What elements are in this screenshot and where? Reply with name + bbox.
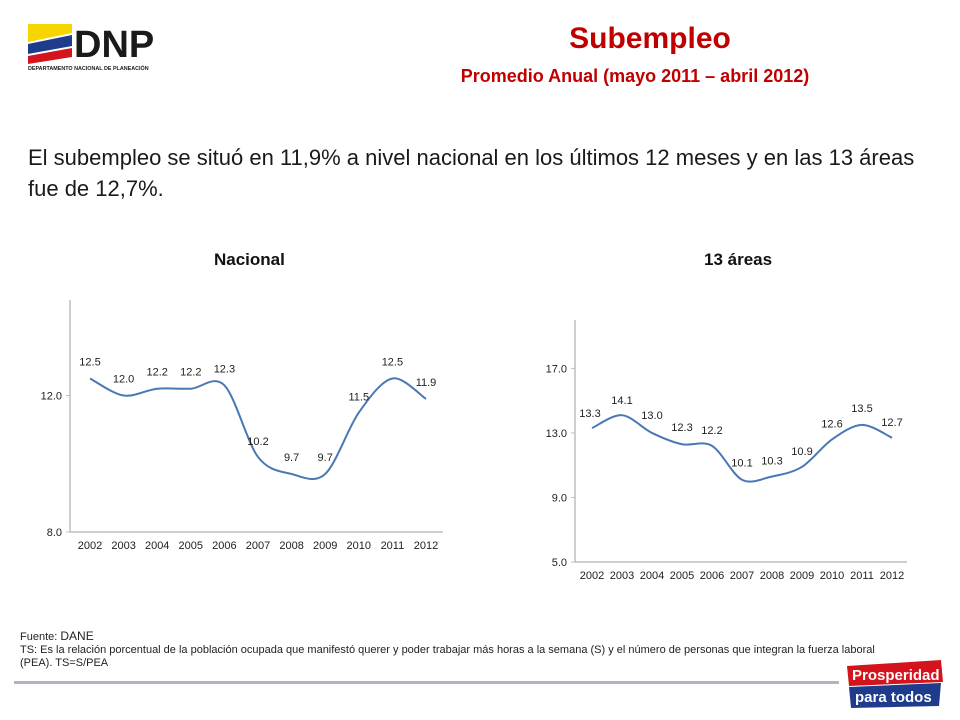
- definition-note: TS: Es la relación porcentual de la pobl…: [20, 644, 875, 669]
- flag-yellow-band: [28, 24, 72, 42]
- logo-text: DNP: [74, 24, 154, 66]
- nacional-data-label: 10.2: [247, 436, 268, 448]
- areas-data-label: 13.5: [851, 403, 872, 415]
- nacional-x-tick-label: 2007: [246, 540, 270, 552]
- nacional-data-label: 12.5: [382, 356, 403, 368]
- areas-x-tick-label: 2008: [760, 570, 784, 582]
- nacional-y-tick-label: 8.0: [47, 527, 62, 539]
- areas-y-tick-label: 17.0: [546, 363, 567, 375]
- nacional-x-tick-label: 2006: [212, 540, 236, 552]
- nacional-data-label: 11.5: [349, 392, 370, 404]
- areas-data-label: 12.3: [671, 422, 692, 434]
- nacional-x-tick-label: 2011: [381, 540, 405, 552]
- chart-title-nacional: Nacional: [214, 250, 285, 269]
- areas-y-tick-label: 9.0: [552, 492, 567, 504]
- areas-x-tick-label: 2005: [670, 570, 694, 582]
- nacional-data-label: 12.3: [214, 363, 235, 375]
- brand-line-1: Prosperidad: [852, 667, 940, 684]
- nacional-data-label: 9.7: [284, 452, 299, 464]
- areas-y-tick-label: 13.0: [546, 428, 567, 440]
- areas-data-label: 14.1: [611, 395, 632, 407]
- nacional-data-label: 9.7: [318, 452, 333, 464]
- brand-banner-top: [847, 660, 943, 686]
- areas-x-tick-label: 2010: [820, 570, 844, 582]
- nacional-x-tick-label: 2008: [279, 540, 303, 552]
- nacional-data-label: 12.5: [79, 356, 100, 368]
- page-title: Subempleo: [569, 22, 731, 55]
- areas-x-tick-label: 2006: [700, 570, 724, 582]
- flag-blue-band: [28, 35, 72, 54]
- areas-x-tick-label: 2004: [640, 570, 664, 582]
- nacional-series-line: [89, 377, 427, 481]
- areas-x-tick-label: 2011: [850, 570, 874, 582]
- areas-data-label: 12.6: [821, 418, 842, 430]
- areas-x-tick-label: 2002: [580, 570, 604, 582]
- nacional-data-label: 12.0: [113, 374, 134, 386]
- nacional-x-tick-label: 2012: [414, 540, 438, 552]
- prosperidad-para-todos-logo: Prosperidad para todos: [847, 660, 943, 708]
- nacional-y-tick-label: 12.0: [41, 391, 62, 403]
- nacional-x-tick-label: 2002: [78, 540, 102, 552]
- nacional-data-label: 12.2: [180, 367, 201, 379]
- areas-x-tick-label: 2007: [730, 570, 754, 582]
- areas-data-label: 13.3: [579, 408, 600, 420]
- page-subtitle: Promedio Anual (mayo 2011 – abril 2012): [460, 66, 810, 86]
- areas-data-label: 10.3: [761, 455, 782, 467]
- nacional-x-tick-label: 2005: [179, 540, 203, 552]
- areas-data-label: 13.0: [641, 410, 662, 422]
- areas-data-label: 10.9: [791, 446, 812, 458]
- nacional-x-tick-label: 2009: [313, 540, 337, 552]
- areas-y-tick-label: 5.0: [552, 557, 567, 569]
- nacional-x-tick-label: 2010: [347, 540, 371, 552]
- areas-series-line: [591, 414, 893, 483]
- areas-data-label: 12.2: [701, 425, 722, 437]
- chart-title-13-areas: 13 áreas: [704, 250, 773, 269]
- areas-data-label: 10.1: [731, 458, 752, 470]
- source-label: Fuente:: [20, 631, 58, 643]
- source-notes: Fuente: DANE TS: Es la relación porcentu…: [20, 630, 890, 670]
- brand-banner-bottom: [849, 683, 941, 708]
- nacional-data-label: 12.2: [146, 367, 167, 379]
- footer-divider: [14, 681, 839, 684]
- areas-data-label: 12.7: [881, 417, 902, 429]
- flag-red-band: [28, 48, 72, 64]
- brand-line-2: para todos: [855, 689, 932, 706]
- dnp-logo: DNP DEPARTAMENTO NACIONAL DE PLANEACIÓN: [28, 24, 154, 72]
- headline-text: El subempleo se situó en 11,9% a nivel n…: [28, 145, 915, 201]
- nacional-x-tick-label: 2003: [111, 540, 135, 552]
- logo-subtext: DEPARTAMENTO NACIONAL DE PLANEACIÓN: [28, 64, 149, 72]
- areas-x-tick-label: 2009: [790, 570, 814, 582]
- areas-x-tick-label: 2012: [880, 570, 904, 582]
- nacional-x-tick-label: 2004: [145, 540, 169, 552]
- nacional-data-label: 11.9: [416, 377, 437, 389]
- source-value: DANE: [60, 629, 94, 643]
- areas-x-tick-label: 2003: [610, 570, 634, 582]
